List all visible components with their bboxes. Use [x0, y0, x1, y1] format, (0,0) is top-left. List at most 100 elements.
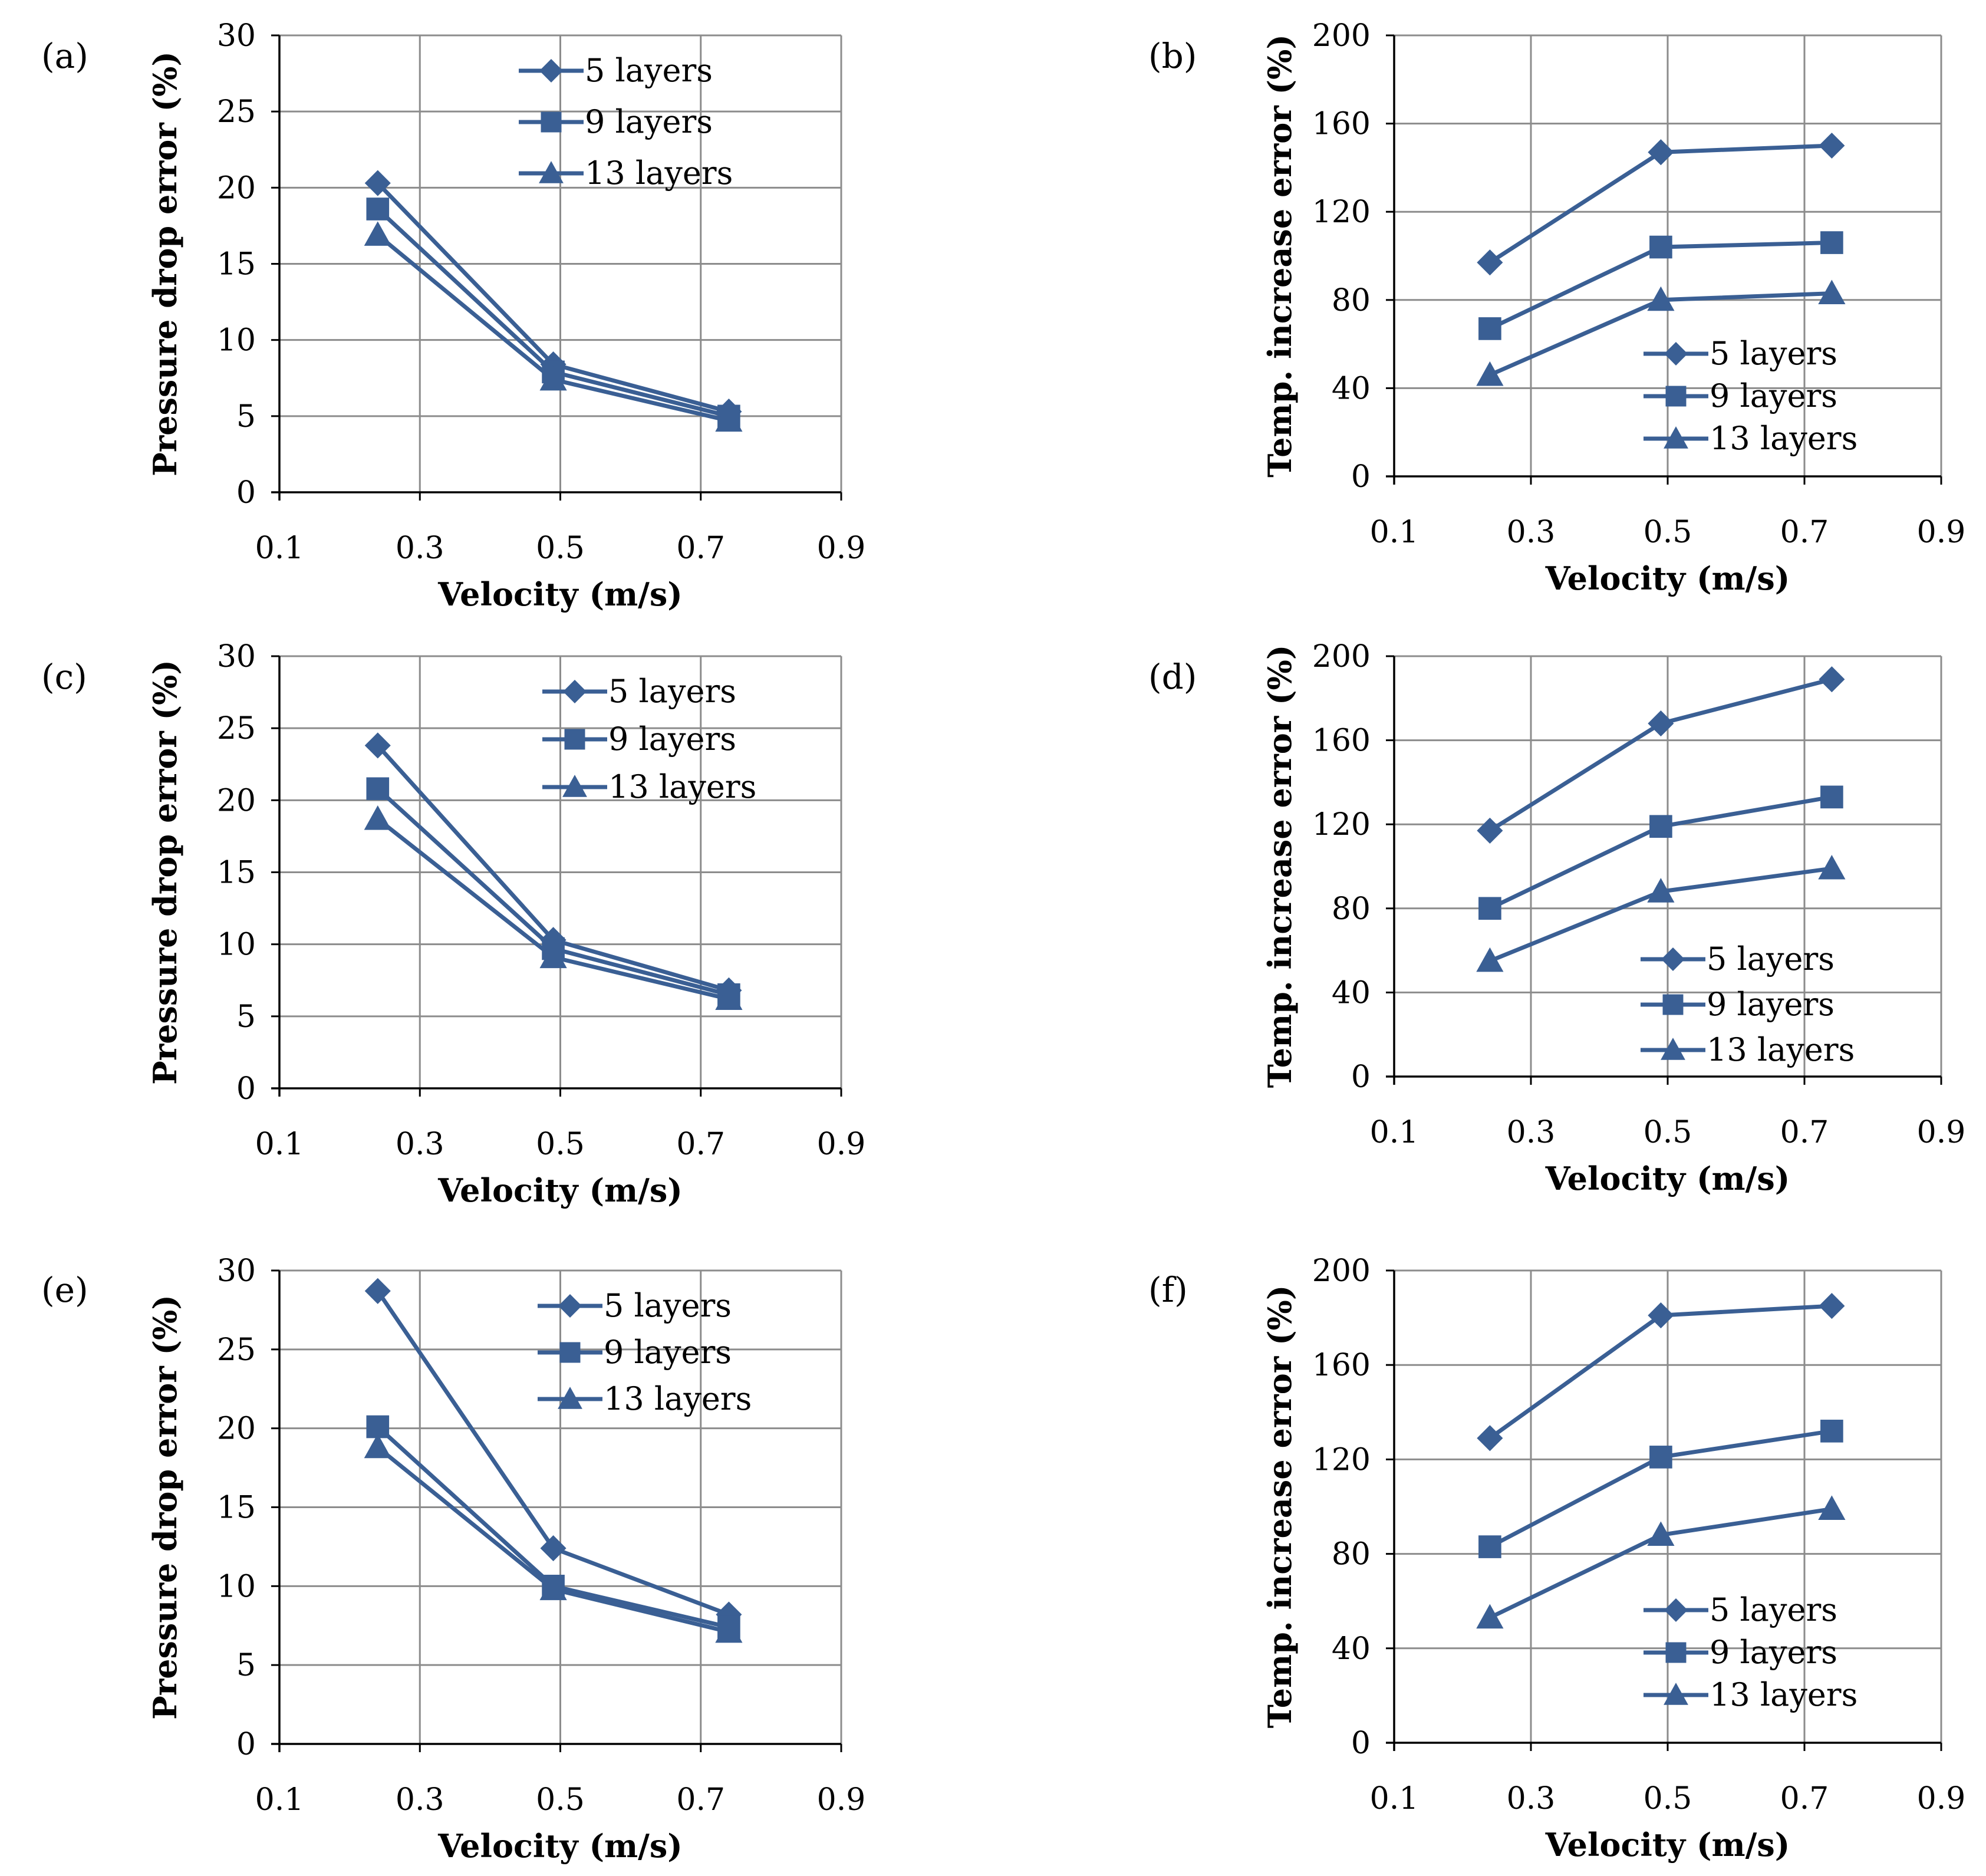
data-point-square: [1820, 1420, 1843, 1443]
x-tick-label: 0.5: [1644, 515, 1692, 550]
y-tick-label: 5: [236, 999, 256, 1035]
data-point-triangle: [1647, 1521, 1675, 1546]
panel-label: (f): [1148, 1270, 1188, 1310]
data-point-triangle: [1476, 361, 1504, 386]
y-tick-label: 25: [217, 94, 256, 130]
y-tick-label: 120: [1312, 195, 1371, 230]
legend-label: 13 layers: [1710, 1676, 1857, 1713]
data-point-square: [366, 777, 390, 801]
chart-panel-b: 0 40 80 120 160 200 0.1 0.3 0.5 0.7 0.9 Velocity (m…: [1148, 18, 1965, 597]
data-point-triangle: [364, 1433, 391, 1459]
x-tick-label: 0.3: [396, 1782, 444, 1818]
legend-marker-diamond: [539, 59, 563, 83]
y-tick-label: 15: [217, 1490, 256, 1526]
x-tick-label: 0.1: [1370, 1115, 1419, 1150]
x-tick-label: 0.9: [1917, 1781, 1966, 1816]
x-axis-title: Velocity (m/s): [437, 575, 683, 613]
x-axis-title: Velocity (m/s): [437, 1171, 683, 1209]
legend-marker-triangle: [562, 775, 587, 797]
legend-label: 13 layers: [604, 1380, 752, 1417]
x-tick-label: 0.7: [1780, 1781, 1829, 1816]
legend-label: 9 layers: [608, 720, 736, 758]
legend-marker-square: [1665, 1642, 1687, 1663]
data-point-triangle: [1476, 947, 1504, 972]
series-line-13-layers: [376, 817, 730, 1001]
data-point-triangle: [1476, 1604, 1504, 1629]
y-tick-label: 120: [1312, 807, 1371, 842]
x-axis-title: Velocity (m/s): [437, 1827, 683, 1865]
data-point-square: [1478, 317, 1501, 340]
y-tick-label: 80: [1332, 891, 1371, 927]
y-axis-title: Pressure drop error (%): [146, 1295, 184, 1720]
y-tick-label: 0: [1351, 1059, 1371, 1095]
legend-marker-triangle: [539, 161, 564, 183]
panel-label: (a): [41, 36, 88, 76]
data-point-triangle: [1647, 878, 1675, 903]
legend-marker-diamond: [1664, 342, 1688, 366]
y-tick-label: 0: [236, 1071, 256, 1107]
y-tick-label: 10: [217, 323, 256, 358]
x-tick-label: 0.1: [1370, 1781, 1419, 1816]
data-point-triangle: [539, 366, 567, 391]
legend-marker-diamond: [1664, 1598, 1688, 1622]
y-axis-title: Pressure drop error (%): [146, 660, 184, 1085]
y-tick-label: 80: [1332, 1537, 1371, 1572]
legend-marker-square: [564, 729, 585, 750]
x-tick-label: 0.3: [1507, 1115, 1556, 1150]
legend-label: 9 layers: [585, 103, 713, 140]
x-axis-title: Velocity (m/s): [1545, 1826, 1790, 1864]
y-tick-label: 30: [217, 18, 256, 54]
data-point-diamond: [364, 170, 391, 196]
data-point-diamond: [1648, 139, 1674, 166]
y-tick-label: 200: [1312, 1253, 1371, 1289]
data-point-triangle: [715, 407, 743, 432]
data-point-diamond: [540, 1535, 567, 1562]
data-point-triangle: [1818, 854, 1846, 880]
y-tick-label: 10: [217, 1569, 256, 1604]
chart-panel-f: 0 40 80 120 160 200 0.1 0.3 0.5 0.7 0.9 Velocity (m…: [1148, 1253, 1965, 1864]
y-tick-label: 200: [1312, 18, 1371, 54]
legend-label: 9 layers: [1710, 377, 1837, 414]
y-axis-title: Temp. increase error (%): [1261, 34, 1299, 478]
y-tick-label: 5: [236, 399, 256, 435]
legend-marker-square: [541, 111, 562, 133]
legend-label: 13 layers: [585, 154, 733, 192]
chart-panel-d: 0 40 80 120 160 200 0.1 0.3 0.5 0.7 0.9 Velocity (m…: [1148, 639, 1965, 1197]
x-tick-label: 0.3: [396, 1127, 444, 1162]
legend-label: 5 layers: [585, 52, 713, 89]
x-tick-label: 0.1: [255, 531, 304, 566]
chart-panel-c: 0 5 10 15 20 25 30 0.1 0.3 0.5 0.7 0.9 Velocity (m/s…: [41, 639, 865, 1209]
data-point-triangle: [1818, 279, 1846, 305]
legend-label: 5 layers: [1710, 335, 1837, 372]
y-axis-title: Temp. increase error (%): [1261, 645, 1299, 1088]
x-tick-label: 0.7: [1780, 515, 1829, 550]
legend-label: 13 layers: [608, 768, 756, 805]
y-axis-title: Pressure drop error (%): [146, 51, 184, 476]
legend-label: 13 layers: [1710, 420, 1857, 457]
legend-marker-diamond: [1661, 947, 1685, 971]
y-tick-label: 20: [217, 783, 256, 818]
legend-label: 5 layers: [1710, 1591, 1837, 1628]
legend-marker-triangle: [1664, 1683, 1688, 1705]
panel-label: (b): [1148, 36, 1197, 76]
data-point-diamond: [1819, 132, 1845, 159]
x-tick-label: 0.1: [255, 1127, 304, 1162]
x-tick-label: 0.3: [1507, 1781, 1556, 1816]
data-point-triangle: [715, 985, 743, 1010]
legend-marker-square: [559, 1342, 581, 1363]
y-tick-label: 15: [217, 855, 256, 891]
data-point-diamond: [1477, 817, 1503, 844]
legend-marker-triangle: [1664, 426, 1688, 449]
data-point-triangle: [364, 221, 391, 246]
x-tick-label: 0.3: [1507, 515, 1556, 550]
data-point-triangle: [539, 943, 567, 969]
y-tick-label: 20: [217, 1411, 256, 1447]
legend-marker-triangle: [1661, 1038, 1685, 1060]
panel-label: (d): [1148, 657, 1197, 697]
y-tick-label: 120: [1312, 1442, 1371, 1477]
y-tick-label: 0: [236, 475, 256, 511]
data-point-triangle: [1818, 1495, 1846, 1520]
data-point-square: [1478, 897, 1501, 920]
legend-label: 5 layers: [1707, 940, 1835, 978]
data-point-diamond: [1477, 1425, 1503, 1452]
